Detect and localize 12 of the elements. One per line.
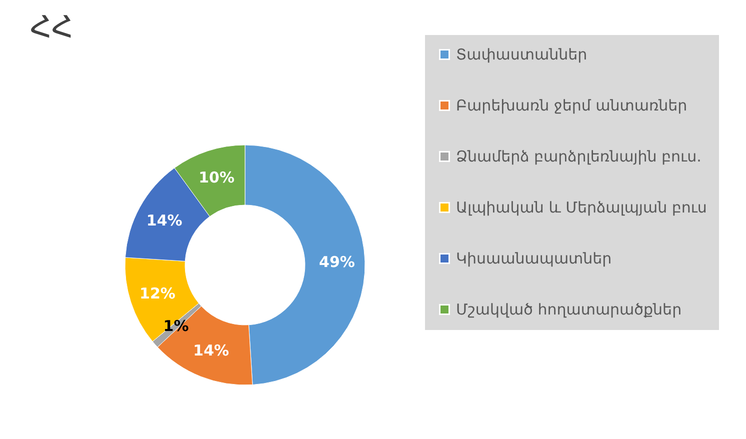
data-label: 10% — [198, 168, 235, 187]
data-label: 14% — [193, 342, 230, 360]
data-label: 14% — [146, 212, 182, 230]
chart-title: ՀՀ — [30, 10, 73, 45]
legend-label: Կիսաանապատներ — [456, 250, 612, 268]
legend-label: Բարեխառն ջերմ անտառներ — [456, 96, 688, 114]
legend-label: Ալպիական և Մերձալպյան բուս — [456, 198, 707, 216]
legend-label: Տափաստաններ — [456, 46, 588, 64]
data-label: 49% — [319, 253, 355, 272]
data-label: 12% — [140, 284, 176, 302]
legend-label: Մշակված հողատարածքներ — [456, 300, 682, 318]
legend-label: Ձնամերձ բարձրլեռնային բուս. — [456, 148, 702, 166]
